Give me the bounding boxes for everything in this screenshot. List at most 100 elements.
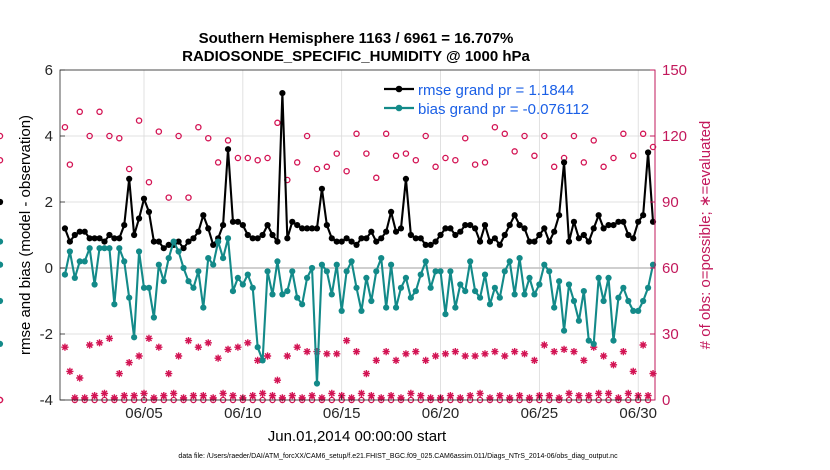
obs-possible-point [491,123,499,131]
bias-point [229,288,237,295]
bias-point [521,291,528,298]
rmse-point [175,238,182,245]
obs-evaluated-point [165,370,173,378]
obs-evaluated-point [520,350,529,358]
obs-evaluated-point [441,350,450,358]
obs-evaluated-point [194,343,202,351]
bias-point [462,288,469,295]
right-tick-label: 90 [662,194,679,211]
obs-possible-point [461,134,469,142]
left-tick-label: 6 [45,62,53,79]
rmse-point [635,218,642,225]
bias-point [205,255,212,262]
rmse-point [126,175,133,182]
bias-point [0,261,4,268]
x-tick-label: 06/25 [521,405,559,422]
bias-point [476,294,484,301]
bias-point [219,255,227,262]
obs-evaluated-series [61,335,657,402]
bias-point [66,248,73,255]
rmse-point [422,241,429,248]
bias-point [378,255,385,262]
x-axis-ticks: 06/05 06/10 06/15 06/20 06/25 06/30 [125,395,657,422]
rmse-point [615,218,622,225]
obs-evaluated-point [125,359,133,367]
legend: rmse grand pr = 1.1844 bias grand pr = -… [384,82,589,118]
obs-possible-point [541,132,548,140]
obs-evaluated-point [397,394,405,402]
obs-possible-point [432,163,439,171]
rmse-point [318,185,326,192]
rmse-point [640,212,647,219]
bias-point [501,268,508,275]
rmse-point [407,231,414,239]
rmse-point [294,222,301,229]
right-tick-label: 60 [662,260,679,277]
rmse-point [61,225,69,232]
x-tick-label: 06/20 [422,405,460,422]
bias-point [353,284,360,291]
obs-possible-point [630,152,637,160]
obs-evaluated-point [229,392,237,400]
obs-evaluated-point [466,392,474,400]
obs-evaluated-point [308,392,316,400]
bias-point [190,284,197,291]
obs-evaluated-point [135,352,143,360]
obs-possible-point [205,134,212,142]
rmse-point [274,238,281,245]
bias-point [145,284,153,291]
obs-evaluated-point [224,345,232,353]
obs-possible-point [0,396,4,404]
obs-evaluated-point [609,361,618,369]
rmse-point [289,218,296,225]
rmse-point [96,235,103,242]
rmse-point [145,208,153,215]
obs-evaluated-point [530,356,539,364]
obs-possible-point [175,132,182,140]
right-tick-label: 0 [662,392,670,409]
rmse-point [116,235,123,242]
legend-rmse-marker [395,85,403,93]
bias-point [239,281,246,288]
rmse-point [205,225,212,232]
rmse-point [437,231,444,239]
y-axis-label-left: rmse and bias (model - observation) [17,115,34,355]
left-tick-label: -2 [40,326,53,343]
bias-point [106,245,113,252]
bias-point [496,294,503,301]
rmse-point [402,175,410,182]
rmse-point [620,218,627,225]
bias-point [244,271,251,278]
obs-evaluated-point [179,394,188,402]
obs-possible-point [590,137,597,144]
obs-evaluated-point [328,389,336,397]
obs-evaluated-point [570,348,578,356]
obs-possible-point [373,174,380,182]
bias-point [615,294,622,301]
rmse-point [610,222,617,229]
obs-evaluated-point [372,356,380,364]
bias-point [640,297,647,305]
rmse-point [244,231,251,239]
obs-possible-point [254,156,261,164]
obs-evaluated-point [417,392,425,400]
rmse-point [299,225,306,232]
obs-possible-point [620,130,627,138]
rmse-point [412,235,419,242]
bias-point [111,301,118,308]
obs-possible-point [86,132,93,140]
bias-point [605,274,612,281]
bias-point [328,291,335,298]
rmse-point [0,198,4,206]
bias-point [580,288,587,295]
bias-point [541,261,548,268]
rmse-point [595,212,602,219]
rmse-point [81,228,88,235]
rmse-point [442,225,449,232]
bias-point [160,278,167,285]
bias-point [472,288,479,295]
obs-evaluated-point [619,348,627,356]
bias-point [81,258,88,265]
rmse-point [323,222,330,229]
obs-possible-point [135,117,143,124]
